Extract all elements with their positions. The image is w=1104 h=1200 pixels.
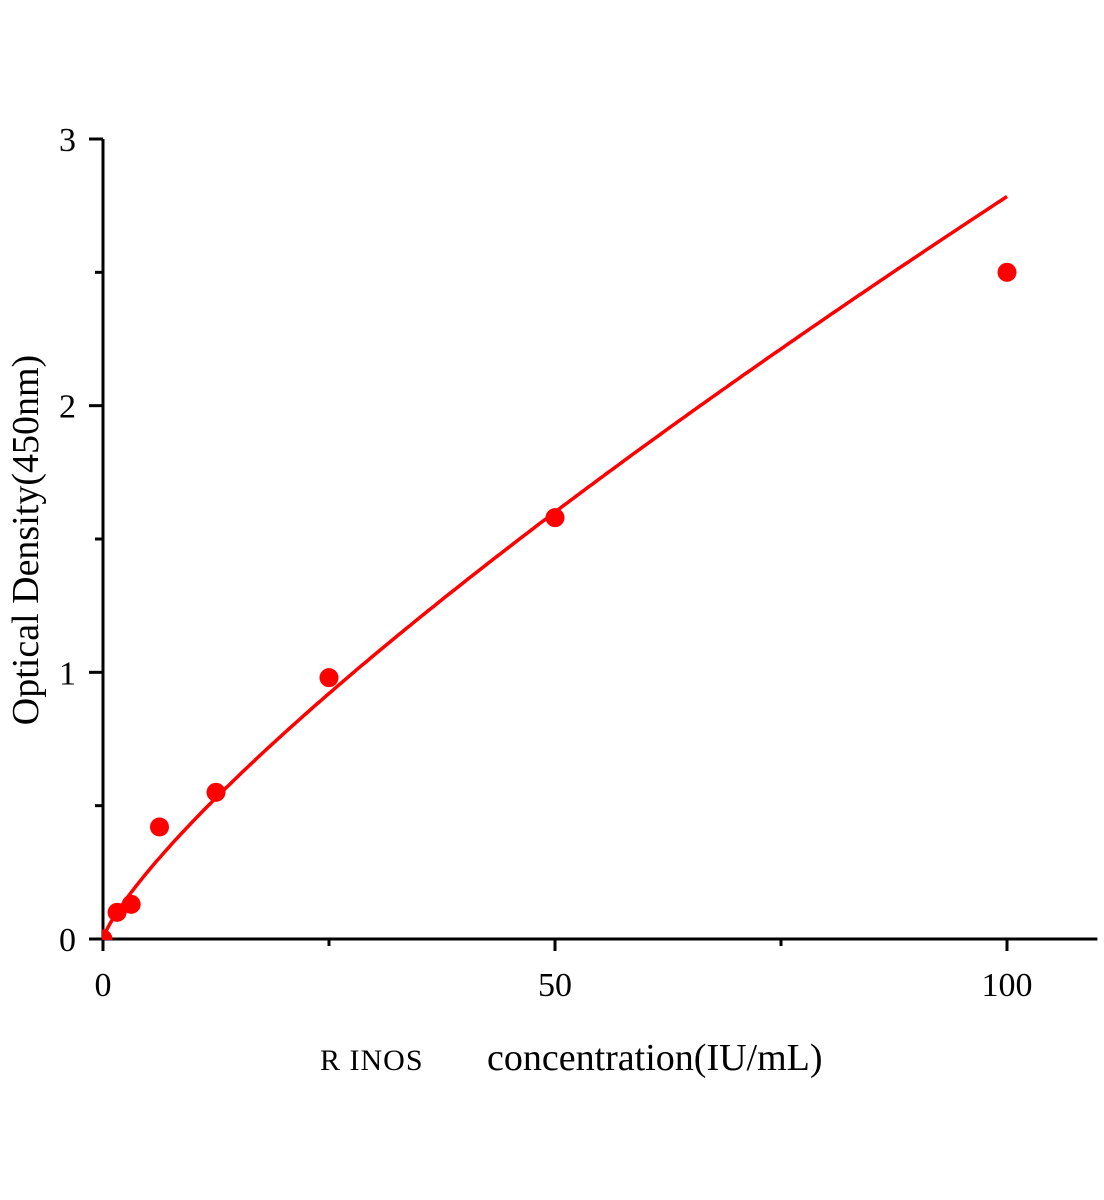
- y-tick-label: 1: [59, 655, 76, 692]
- x-axis-label: concentration(IU/mL): [487, 1037, 823, 1079]
- y-tick-label: 0: [59, 922, 76, 959]
- data-point: [107, 902, 127, 922]
- data-point: [121, 894, 141, 914]
- data-point: [150, 817, 169, 837]
- data-point: [545, 508, 565, 528]
- fit-curve-layer: [101, 195, 1008, 940]
- data-point: [206, 782, 226, 802]
- x-tick-label: 100: [982, 967, 1033, 1004]
- data-point: [997, 262, 1017, 282]
- data-point: [102, 929, 113, 940]
- x-tick-label: 0: [95, 967, 112, 1004]
- x-tick-label: 50: [538, 967, 572, 1004]
- y-axis-label: Optical Density(450nm): [5, 355, 47, 725]
- axes: 0 50 100 0 1 2 3: [59, 122, 1098, 1004]
- y-tick-label: 3: [59, 122, 76, 159]
- data-points: [102, 262, 1017, 940]
- data-point: [319, 668, 339, 688]
- y-tick-label: 2: [59, 389, 76, 426]
- x-axis-label-prefix: R INOS: [320, 1044, 424, 1077]
- fit-curve: [101, 195, 1008, 940]
